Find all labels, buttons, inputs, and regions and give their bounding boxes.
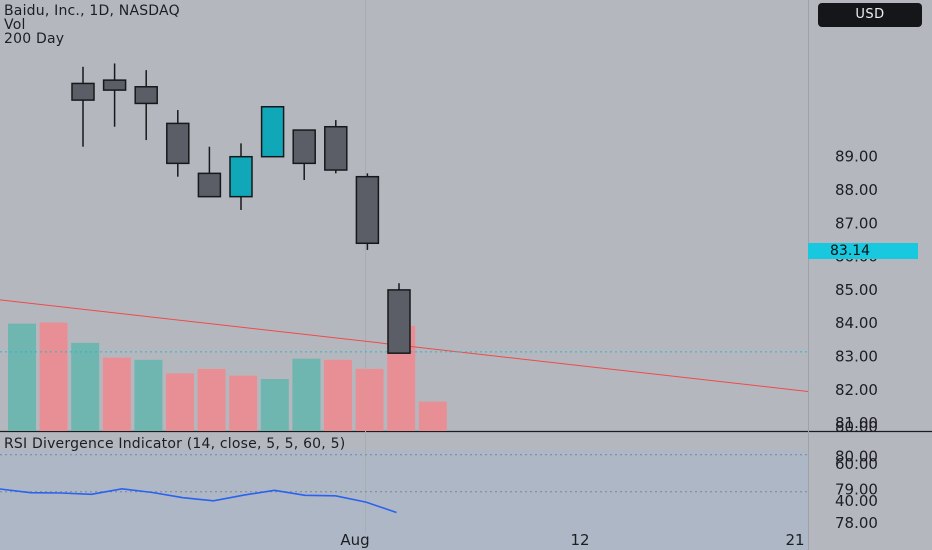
candle-body — [71, 82, 95, 101]
volume-bar — [355, 368, 384, 431]
price-tick-label: 85.00 — [835, 281, 878, 299]
volume-bar — [8, 323, 36, 431]
x-tick-label: Aug — [340, 531, 369, 549]
volume-bar — [260, 379, 289, 431]
price-tick-label: 83.00 — [835, 348, 878, 366]
volume-bar — [197, 368, 226, 431]
price-tick-label: 79.00 — [835, 481, 878, 499]
volume-bar — [71, 342, 100, 431]
candle-body — [102, 79, 127, 91]
price-tick-label: 84.00 — [835, 314, 878, 332]
price-tick-label: 88.00 — [835, 181, 878, 199]
candle-body — [229, 155, 253, 198]
volume-bar — [134, 359, 163, 431]
price-tick-label: 89.00 — [835, 148, 878, 166]
x-tick-label: 21 — [785, 531, 804, 549]
candle-body — [197, 172, 222, 198]
candle-body — [355, 175, 380, 245]
last-price-tag: 83.14 — [808, 243, 918, 259]
price-tick-label: 82.00 — [835, 381, 878, 399]
rsi-line — [0, 487, 397, 514]
x-tick-label: 12 — [570, 531, 589, 549]
volume-bar — [102, 357, 131, 431]
rsi-tick-label: 80.00 — [835, 418, 878, 436]
volume-bar — [166, 373, 194, 431]
candle-body — [260, 106, 285, 158]
symbol-legend[interactable]: Baidu, Inc., 1D, NASDAQ — [4, 3, 180, 19]
currency-button[interactable]: USD — [818, 3, 922, 27]
price-tick-label: 78.00 — [835, 514, 878, 532]
candle-body — [166, 122, 190, 165]
volume-bar — [39, 322, 68, 431]
rsi-pane-band — [0, 450, 808, 550]
volume-bar — [324, 359, 352, 431]
volume-bar — [229, 375, 258, 431]
volume-bar — [418, 401, 447, 431]
ma-legend[interactable]: 200 Day — [4, 31, 65, 47]
price-tick-label: 81.00 — [835, 414, 878, 432]
vol-legend[interactable]: Vol — [4, 17, 26, 33]
volume-bar — [292, 358, 321, 431]
candle-body — [324, 125, 348, 171]
price-tick-label: 87.00 — [835, 214, 878, 232]
price-tick-label: 80.00 — [835, 447, 878, 465]
candle-body — [387, 289, 411, 354]
rsi-legend[interactable]: RSI Divergence Indicator (14, close, 5, … — [4, 436, 346, 452]
rsi-tick-label: 60.00 — [835, 455, 878, 473]
candle-body — [292, 129, 316, 165]
rsi-tick-label: 40.00 — [835, 492, 878, 510]
candle-body — [134, 86, 158, 105]
